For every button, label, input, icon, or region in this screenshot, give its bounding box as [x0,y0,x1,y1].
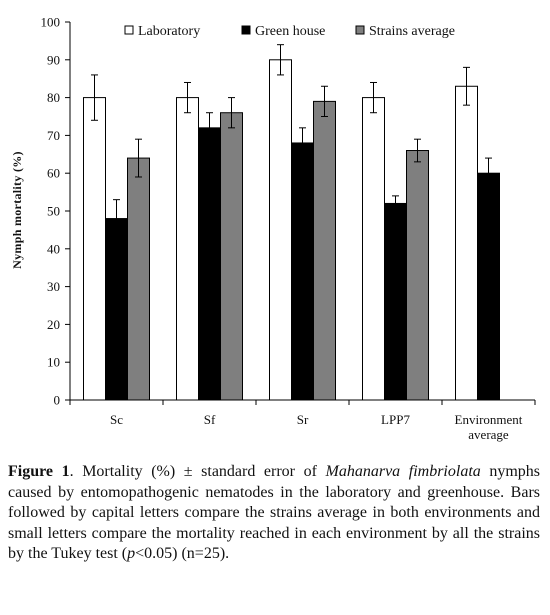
legend-label-green-house: Green house [255,24,325,39]
bar-laboratory-lpp7 [362,97,385,401]
legend-swatch-strains-average [355,25,365,35]
bar-laboratory-sr [269,59,292,401]
caption-text-before: . Mortality (%) ± standard error of [69,463,326,480]
legend-swatch-green-house [241,25,251,35]
y-tick-label-100: 100 [41,15,61,30]
bar-laboratory-sf [176,97,199,401]
caption-species: Mahanarva fimbriolata [325,463,481,480]
caption-p-symbol: p [127,545,136,562]
legend-label-strains-average: Strains average [369,24,455,39]
y-tick-label-70: 70 [47,128,60,143]
y-tick-label-10: 10 [47,355,60,370]
y-axis-ticks: 0 10 20 30 40 50 60 70 80 90 100 [41,15,70,408]
bar-green-house-sr [291,142,314,401]
bar-strains-average-sr [313,100,336,401]
y-tick-label-40: 40 [47,241,60,256]
legend-swatch-laboratory [124,25,134,35]
x-axis-ticks: Sc Sf Sr LPP7 Environment average [69,400,536,442]
figure-caption: Figure 1. Mortality (%) ± standard error… [8,462,540,565]
x-tick-label-environment-average: Environment average [455,412,523,442]
x-tick-label-lpp7: LPP7 [381,412,410,427]
bar-strains-average-sf [220,112,243,401]
chart-bars [83,59,500,401]
legend-label-laboratory: Laboratory [138,24,200,39]
bar-green-house-sc [105,218,128,401]
bar-laboratory-sc [83,97,106,401]
bar-chart: 0 10 20 30 40 50 60 70 80 90 100 Sc Sf Sr LPP7 Environ… [10,15,536,442]
y-tick-label-90: 90 [47,52,60,67]
bar-green-house-sf [198,127,221,401]
x-tick-label-sr: Sr [297,412,309,427]
bar-strains-average-lpp7 [406,150,429,401]
caption-label: Figure 1 [8,463,70,480]
y-tick-label-20: 20 [47,317,60,332]
y-tick-label-80: 80 [47,90,60,105]
y-tick-label-30: 30 [47,279,60,294]
bar-green-house-environment-average [477,172,500,401]
x-tick-label-sf: Sf [204,412,216,427]
y-tick-label-0: 0 [54,393,61,408]
chart-axes [69,22,535,401]
caption-text-after: <0.05) (n=25). [135,545,230,562]
bar-green-house-lpp7 [384,202,407,401]
y-axis-label: Nymph mortality (%) [10,151,24,269]
chart-legend: Laboratory Green house Strains average [124,24,455,39]
caption-text-middle: nymphs caused by entomopathogenic nemato… [8,463,541,562]
x-tick-label-sc: Sc [110,412,123,427]
bar-strains-average-sc [127,157,150,401]
y-tick-label-50: 50 [47,204,60,219]
bar-laboratory-environment-average [455,85,478,401]
y-tick-label-60: 60 [47,166,60,181]
error-bars [91,44,492,238]
